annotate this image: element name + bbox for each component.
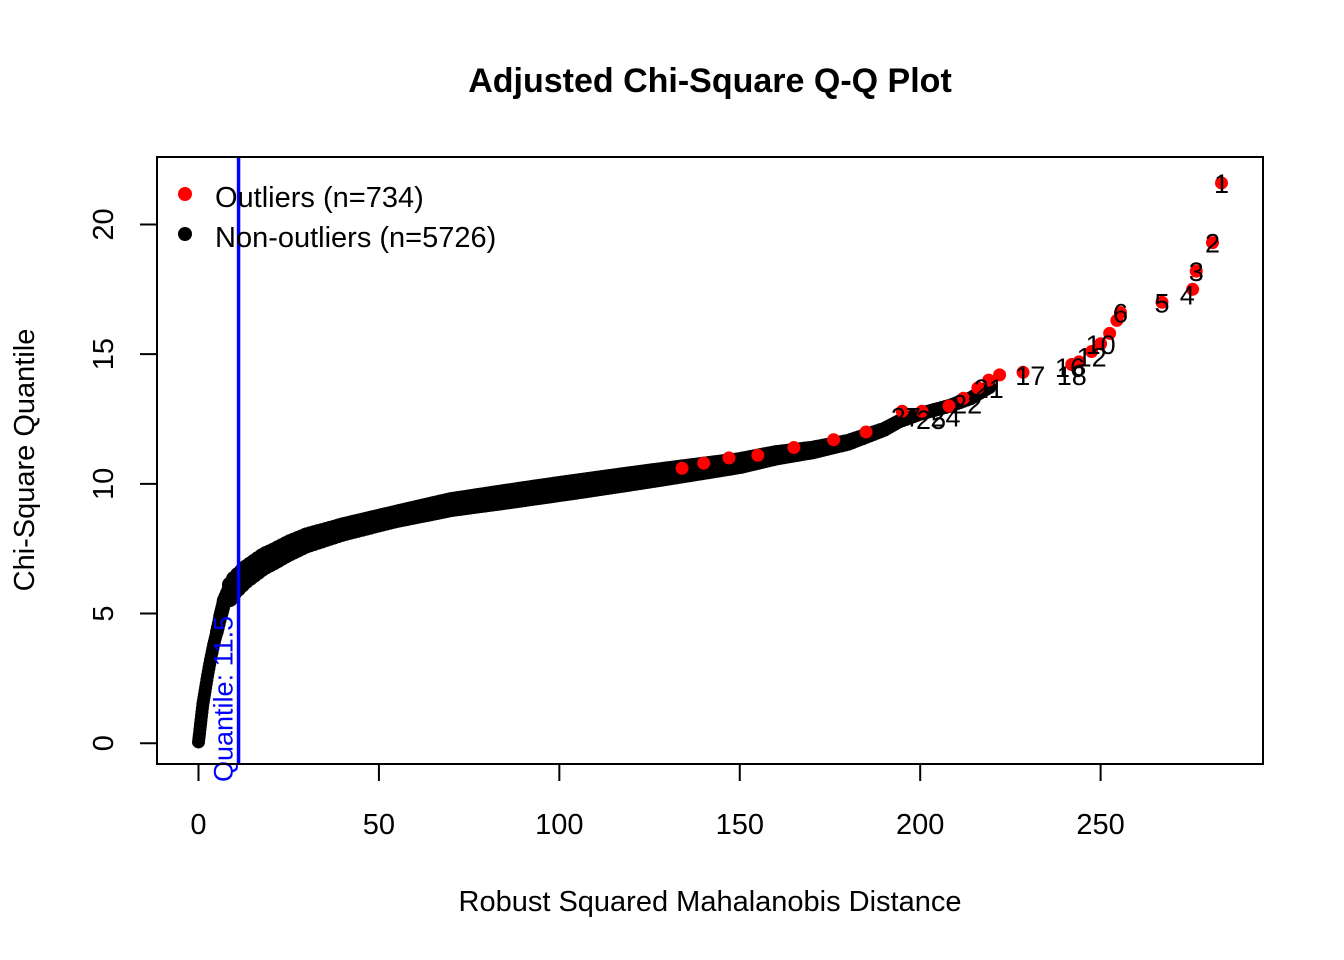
point-number-label: 18 [1057, 361, 1087, 391]
point-number-label: 25 [916, 405, 946, 435]
outlier-point [971, 381, 985, 395]
x-tick-label: 0 [190, 809, 206, 841]
y-tick-label: 10 [88, 468, 120, 500]
point-number-label: 27 [891, 402, 921, 432]
y-tick-label: 15 [88, 338, 120, 370]
outlier-point [751, 448, 765, 462]
point-number-label: 3 [1189, 257, 1204, 287]
point-number-label: 17 [1015, 361, 1045, 391]
x-axis-title: Robust Squared Mahalanobis Distance [459, 886, 962, 918]
point-number-label: 4 [1180, 280, 1195, 310]
quantile-reference-label: Quantile: 11.5 [209, 616, 239, 782]
legend-non-outlier-label: Non-outliers (n=5726) [215, 222, 496, 254]
x-tick-label: 200 [896, 809, 944, 841]
outlier-point [942, 399, 956, 413]
x-axis: 0 50 100 150 200 250 [190, 763, 1125, 841]
legend-non-outlier-marker [178, 227, 192, 241]
outlier-point [993, 368, 1007, 382]
outlier-point [1186, 282, 1200, 296]
outlier-point [1065, 358, 1079, 372]
outlier-point [895, 404, 909, 418]
outlier-point [1016, 365, 1030, 379]
outlier-point [956, 391, 970, 405]
y-tick-label: 20 [88, 208, 120, 240]
outlier-points [675, 176, 1229, 475]
outlier-point [1189, 264, 1203, 278]
x-tick-label: 50 [363, 809, 395, 841]
point-number-label: 24 [930, 402, 960, 432]
x-tick-label: 250 [1076, 809, 1124, 841]
outlier-point [722, 451, 736, 465]
outlier-point [827, 433, 841, 447]
point-number-label: 16 [1055, 353, 1085, 383]
legend: Outliers (n=734) Non-outliers (n=5726) [178, 182, 496, 254]
outlier-point [1103, 326, 1117, 340]
outlier-point [1155, 295, 1169, 309]
y-tick-label: 5 [88, 605, 120, 621]
outlier-point [697, 456, 711, 470]
outlier-point [1205, 236, 1219, 250]
point-number-label: 2 [1205, 229, 1220, 259]
outlier-point [915, 404, 929, 418]
non-outlier-points [191, 380, 997, 749]
x-tick-label: 100 [535, 809, 583, 841]
point-number-label: 1 [1214, 169, 1229, 199]
outlier-point [1215, 176, 1229, 190]
point-number-label: 21 [974, 374, 1004, 404]
legend-outlier-label: Outliers (n=734) [215, 182, 424, 214]
point-number-label: 5 [1154, 288, 1169, 318]
y-axis: 0 5 10 15 20 [88, 208, 158, 751]
outlier-point [1110, 313, 1124, 327]
point-number-label: 6 [1113, 299, 1128, 329]
outlier-point [859, 425, 873, 439]
y-axis-title: Chi-Square Quantile [9, 329, 41, 592]
y-tick-label: 0 [88, 735, 120, 751]
legend-outlier-marker [178, 187, 192, 201]
outlier-point [982, 373, 996, 387]
outlier-point [787, 441, 801, 455]
point-number-label: 10 [1086, 330, 1116, 360]
outlier-point [675, 461, 689, 475]
x-tick-label: 150 [716, 809, 764, 841]
point-number-label: 22 [952, 389, 982, 419]
outlier-point [1085, 345, 1099, 359]
chart-title: Adjusted Chi-Square Q-Q Plot [468, 62, 952, 100]
point-number-label: 12 [1077, 343, 1107, 373]
non-outlier-point [430, 498, 446, 515]
outlier-point [1094, 337, 1108, 351]
